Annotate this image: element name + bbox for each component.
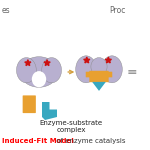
Text: =: = [127,66,137,78]
Text: Induced-Fit Model: Induced-Fit Model [2,138,73,144]
FancyBboxPatch shape [86,72,91,77]
Polygon shape [105,57,111,63]
Ellipse shape [102,56,122,83]
Ellipse shape [20,57,58,87]
Text: es: es [2,6,10,15]
FancyBboxPatch shape [89,71,109,82]
FancyBboxPatch shape [23,95,36,113]
Polygon shape [42,102,57,120]
Ellipse shape [76,56,96,83]
Ellipse shape [42,58,62,83]
Text: of enzyme catalysis: of enzyme catalysis [54,138,126,144]
Polygon shape [44,60,50,66]
Polygon shape [84,57,90,63]
FancyArrowPatch shape [68,70,73,74]
Polygon shape [25,60,31,66]
Ellipse shape [16,58,36,83]
Text: Enzyme-substrate
complex: Enzyme-substrate complex [40,120,103,133]
Ellipse shape [91,58,107,76]
Ellipse shape [32,71,46,87]
Polygon shape [92,82,106,91]
FancyBboxPatch shape [107,72,112,77]
Text: Proc: Proc [110,6,126,15]
